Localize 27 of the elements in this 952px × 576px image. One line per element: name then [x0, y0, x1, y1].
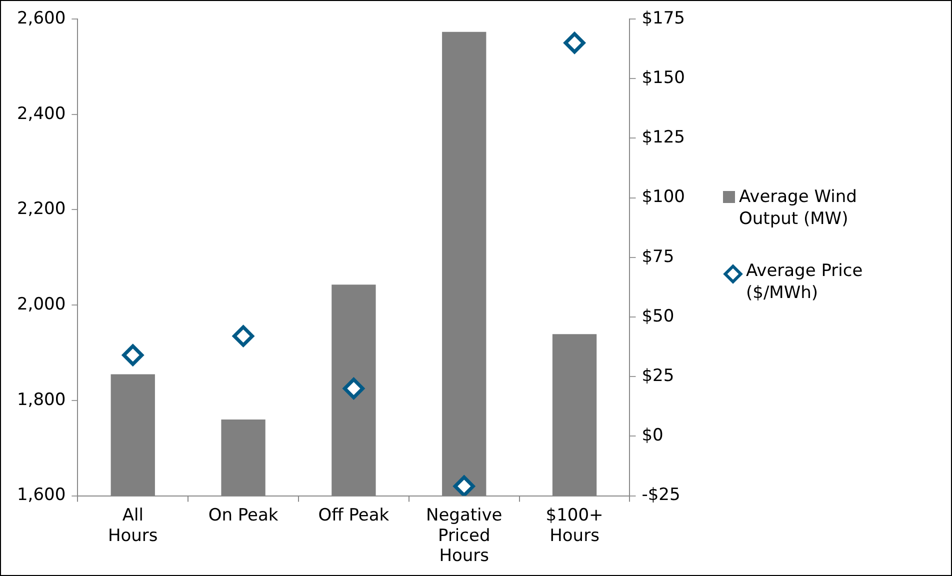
- y2-tick-label: $0: [642, 426, 664, 446]
- y-tick-label: 2,600: [16, 8, 66, 28]
- y2-tick-label: $125: [642, 128, 685, 148]
- legend-label: Average Price ($/MWh): [746, 260, 864, 304]
- point: [453, 476, 475, 496]
- point: [342, 378, 364, 400]
- y-tick-label: 2,200: [16, 199, 66, 220]
- y2-tick-label: -$25: [642, 485, 680, 506]
- y2-tick-label: $175: [642, 8, 685, 28]
- y-tick-label: 1,600: [16, 485, 66, 506]
- x-tick-label: $100+ Hours: [546, 505, 604, 546]
- y2-tick-label: $25: [642, 366, 674, 386]
- y-tick-label: 2,000: [16, 294, 66, 314]
- point: [122, 344, 144, 366]
- legend-label: Average Wind Output (MW): [739, 186, 858, 230]
- y2-tick-label: $150: [642, 68, 685, 88]
- x-tick-label: On Peak: [208, 505, 278, 526]
- x-tick-label: All Hours: [108, 505, 158, 546]
- x-tick-label: Off Peak: [318, 505, 390, 526]
- point: [564, 32, 586, 54]
- y2-tick-label: $50: [642, 306, 674, 326]
- y2-tick-label: $75: [642, 246, 674, 267]
- x-tick-label: Negative Priced Hours: [426, 505, 502, 566]
- y-tick-label: 2,400: [16, 104, 66, 124]
- y-tick-label: 1,800: [16, 390, 66, 410]
- y2-tick-label: $100: [642, 187, 685, 208]
- point: [232, 325, 254, 347]
